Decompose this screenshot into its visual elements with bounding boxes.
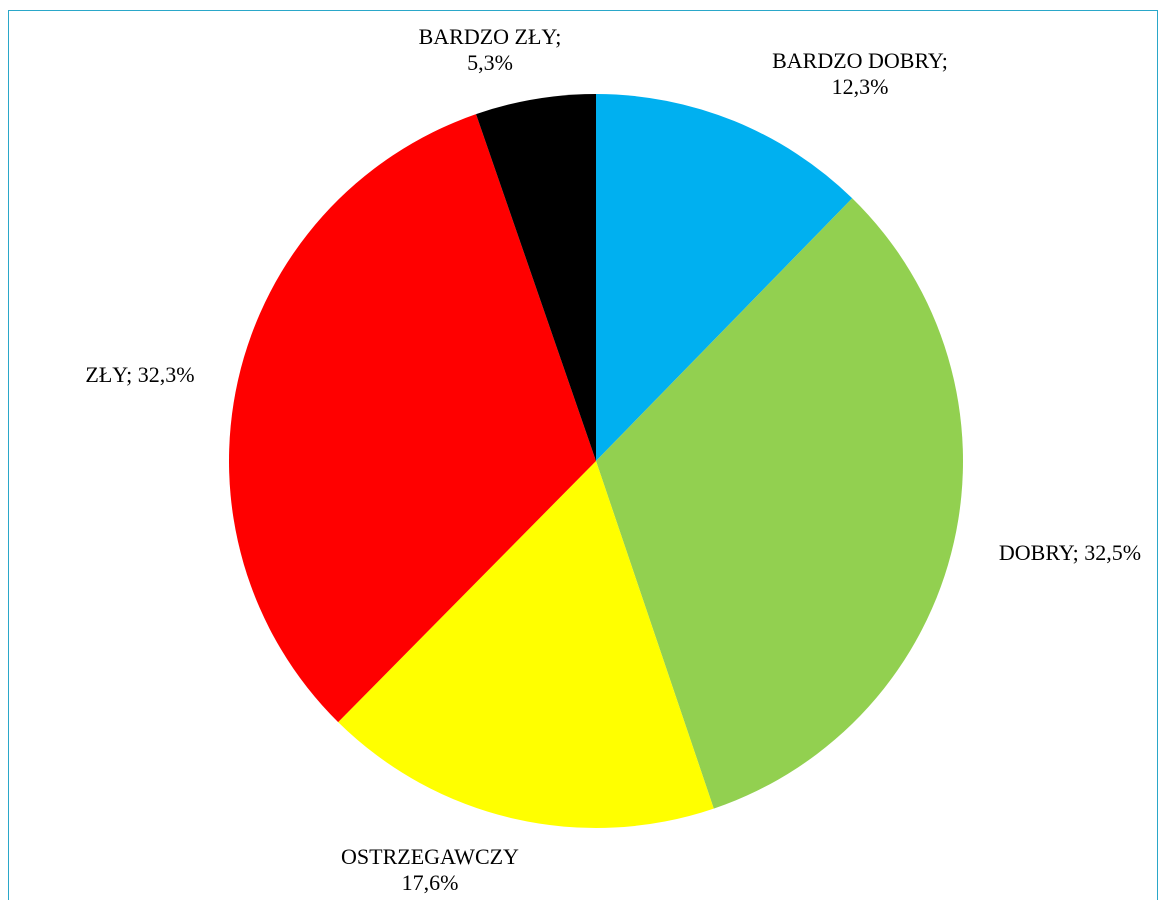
pie-slice-z-y [228, 114, 597, 723]
pie-slice-ostrzegawczy [338, 461, 714, 828]
label-bardzo-dobry-value: 12,3% [831, 74, 889, 99]
label-bardzo-zly: BARDZO ZŁY; 5,3% [380, 24, 600, 76]
label-bardzo-dobry-name: BARDZO DOBRY; [772, 48, 948, 73]
chart-frame [8, 10, 1158, 900]
pie-slice-bardzo-dobry [596, 94, 853, 461]
label-dobry: DOBRY; 32,5% [998, 540, 1142, 565]
pie-slice-dobry [596, 198, 964, 809]
label-ostrzegawczy: OSTRZEGAWCZY 17,6% [300, 844, 560, 896]
label-ostrzegawczy-name: OSTRZEGAWCZY [341, 844, 519, 869]
pie-slice-bardzo-z-y [476, 94, 596, 461]
label-bardzo-zly-name: BARDZO ZŁY; [418, 24, 562, 49]
label-bardzo-zly-value: 5,3% [467, 50, 513, 75]
label-bardzo-dobry: BARDZO DOBRY; 12,3% [745, 48, 975, 100]
label-zly: ZŁY; 32,3% [85, 362, 195, 387]
label-ostrzegawczy-value: 17,6% [401, 870, 459, 895]
